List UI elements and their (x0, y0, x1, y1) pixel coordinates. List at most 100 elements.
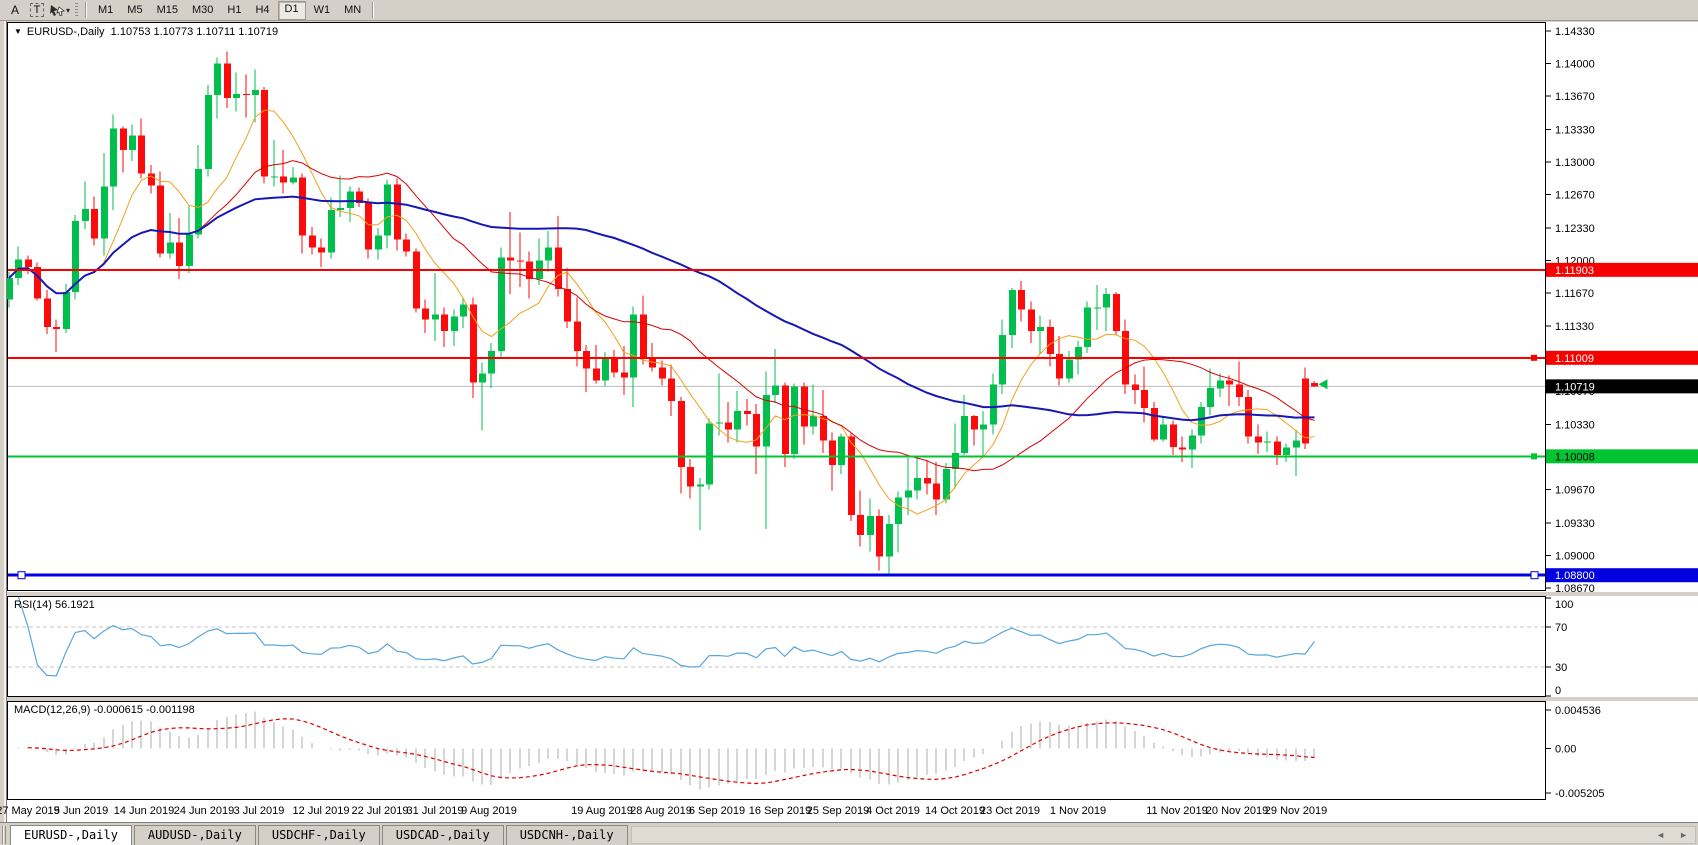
rsi-indicator-panel[interactable]: RSI(14) 56.1921 100 70 30 0 (7, 596, 1698, 697)
trade-marker-icon (1318, 379, 1328, 390)
rsi-axis: 100 70 30 0 (1545, 597, 1573, 697)
svg-text:1.12330: 1.12330 (1555, 223, 1595, 235)
svg-text:1.11903: 1.11903 (1555, 265, 1594, 277)
svg-text:1.10719: 1.10719 (1555, 381, 1595, 393)
svg-text:1.13330: 1.13330 (1555, 124, 1595, 136)
timeframe-button-m1[interactable]: M1 (98, 3, 114, 16)
toolbar-separator (85, 2, 88, 18)
timeframe-button-m15[interactable]: M15 (156, 3, 178, 16)
svg-text:1.08670: 1.08670 (1555, 583, 1595, 592)
macd-label: MACD(12,26,9) -0.000615 -0.001198 (14, 704, 195, 716)
chart-tabs: EURUSD-,Daily AUDUSD-,Daily USDCHF-,Daily U… (9, 825, 629, 845)
hline-handle[interactable] (17, 571, 26, 580)
arrow-text-tool-button[interactable]: A (5, 2, 25, 19)
time-axis[interactable]: 27 May 2019 5 Jun 2019 14 Jun 2019 24 Jun 2… (0, 800, 1698, 822)
chart-tab-usdchf[interactable]: USDCHF-,Daily (257, 825, 380, 845)
svg-text:100: 100 (1555, 599, 1573, 611)
moving-average-21 (8, 160, 1315, 472)
svg-text:-0.005205: -0.005205 (1555, 788, 1605, 800)
timeframe-button-h4[interactable]: H4 (255, 3, 270, 16)
chart-tab-eurusd[interactable]: EURUSD-,Daily (10, 825, 132, 845)
chart-menu-arrow-icon[interactable]: ▼ (14, 27, 22, 36)
svg-text:1.14330: 1.14330 (1555, 26, 1595, 38)
date-label: 9 Aug 2019 (461, 805, 517, 817)
svg-text:1.13670: 1.13670 (1555, 91, 1595, 103)
hline-handle[interactable] (1530, 571, 1539, 580)
chart-title: ▼ EURUSD-,Daily 1.10753 1.10773 1.10711 1… (14, 26, 278, 38)
macd-axis: 0.004536 0.00 -0.005205 (1545, 705, 1605, 800)
svg-text:1.13000: 1.13000 (1555, 157, 1595, 169)
date-label: 22 Jul 2019 (351, 805, 409, 817)
svg-text:0.00: 0.00 (1555, 744, 1576, 756)
price-axis: 1.14330 1.14000 1.13670 1.13330 1.13000 1.126… (1545, 26, 1595, 592)
date-label: 1 Nov 2019 (1049, 805, 1107, 817)
timeframe-button-m5[interactable]: M5 (127, 3, 143, 16)
candles (7, 51, 1318, 577)
date-label: 27 May 2019 (0, 805, 60, 817)
macd-indicator-panel[interactable]: MACD(12,26,9) -0.000615 -0.001198 0.0045… (7, 701, 1698, 800)
date-label: 14 Oct 2019 (925, 805, 985, 817)
tab-bar-grip[interactable] (2, 826, 6, 844)
svg-text:1.12670: 1.12670 (1555, 189, 1595, 201)
svg-text:1.11670: 1.11670 (1555, 288, 1594, 300)
chart-symbol-label: EURUSD-,Daily (26, 26, 105, 38)
timeframe-button-d1[interactable]: D1 (277, 0, 306, 20)
rsi-label: RSI(14) 56.1921 (14, 599, 95, 611)
macd-histogram (17, 711, 1315, 790)
svg-text:70: 70 (1555, 622, 1567, 634)
chart-tab-bar: EURUSD-,Daily AUDUSD-,Daily USDCHF-,Daily U… (0, 822, 1698, 845)
date-label: 5 Jun 2019 (53, 805, 109, 817)
tab-scroll-right-icon[interactable]: ► (1679, 830, 1688, 840)
chart-tab-usdcad[interactable]: USDCAD-,Daily (381, 825, 504, 845)
svg-text:1.11009: 1.11009 (1555, 353, 1594, 365)
timeframe-button-h1[interactable]: H1 (227, 3, 242, 16)
chart-tab-usdcnh[interactable]: USDCNH-,Daily (505, 825, 628, 845)
svg-text:30: 30 (1555, 662, 1567, 674)
rsi-plot-border (7, 596, 1546, 697)
svg-text:1.12000: 1.12000 (1555, 255, 1595, 267)
text-label-tool-button[interactable]: T (27, 2, 47, 19)
hline-price-label: 1.08800 (1546, 568, 1698, 583)
cursor-tool-caret-icon: ▾ (66, 5, 71, 15)
main-chart-panel[interactable]: ▼ EURUSD-,Daily 1.10753 1.10773 1.10711 1… (7, 22, 1698, 592)
rsi-line (17, 596, 1315, 677)
date-label: 11 Nov 2019 (1146, 805, 1208, 817)
timeframe-button-mn[interactable]: MN (344, 3, 362, 16)
timeframe-button-m30[interactable]: M30 (191, 3, 214, 16)
tab-scroll-strip: ◄ ► (630, 826, 1696, 844)
date-label: 16 Sep 2019 (748, 805, 812, 817)
date-label: 24 Jun 2019 (173, 805, 235, 817)
window-left-frame (0, 21, 7, 845)
date-label: 25 Sep 2019 (806, 805, 870, 817)
date-label: 19 Aug 2019 (571, 805, 633, 817)
hline-handle[interactable] (1531, 354, 1537, 361)
cursor-arrows-icon (50, 4, 65, 16)
date-label: 4 Oct 2019 (866, 805, 920, 817)
svg-text:1.11330: 1.11330 (1555, 321, 1594, 333)
date-label: 28 Aug 2019 (630, 805, 692, 817)
svg-text:1.09330: 1.09330 (1555, 518, 1595, 530)
chart-ohlc-values: 1.10753 1.10773 1.10711 1.10719 (110, 26, 279, 38)
svg-text:1.09000: 1.09000 (1555, 551, 1595, 563)
svg-text:1.08800: 1.08800 (1555, 570, 1595, 582)
svg-text:1.14000: 1.14000 (1555, 59, 1595, 71)
date-label: 20 Nov 2019 (1205, 805, 1269, 817)
chart-tab-audusd[interactable]: AUDUSD-,Daily (133, 825, 256, 845)
svg-text:1.10008: 1.10008 (1555, 451, 1595, 463)
date-label: 29 Nov 2019 (1264, 805, 1328, 817)
hline-handle[interactable] (1531, 453, 1537, 460)
top-toolbar: A T ▾ M1 M5 M15 M30 H1 H4 D1 W1 MN (0, 0, 1698, 21)
svg-text:0.004536: 0.004536 (1555, 705, 1601, 717)
date-label: 12 Jul 2019 (292, 805, 350, 817)
timeframe-button-w1[interactable]: W1 (313, 3, 331, 16)
date-label: 31 Jul 2019 (406, 805, 464, 817)
text-tool-label: T (29, 3, 45, 17)
cursor-tool-button[interactable]: ▾ (49, 2, 70, 19)
tab-scroll-left-icon[interactable]: ◄ (1656, 830, 1666, 840)
date-label: 3 Jul 2019 (233, 805, 285, 817)
hline-price-label: 1.11009 (1546, 350, 1698, 365)
toolbar-separator (372, 2, 375, 18)
chart-plot-border (7, 22, 1546, 591)
hline-price-label: 1.10008 (1546, 449, 1698, 464)
